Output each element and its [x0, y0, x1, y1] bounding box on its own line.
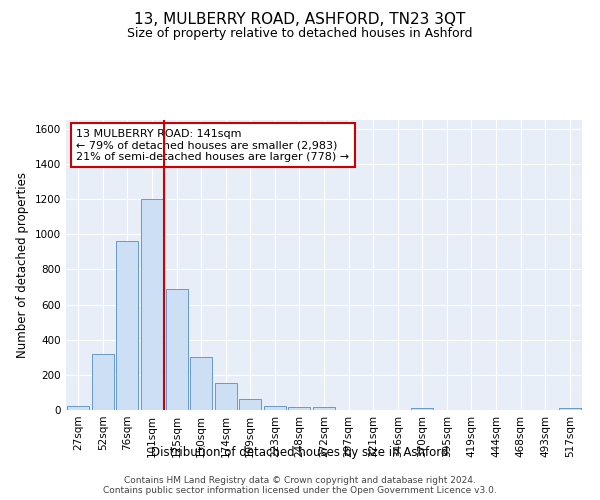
Bar — [559, 408, 581, 410]
Bar — [92, 354, 114, 410]
Y-axis label: Number of detached properties: Number of detached properties — [16, 172, 29, 358]
Bar — [166, 288, 188, 410]
Bar — [215, 383, 237, 410]
Text: 13, MULBERRY ROAD, ASHFORD, TN23 3QT: 13, MULBERRY ROAD, ASHFORD, TN23 3QT — [134, 12, 466, 28]
Bar — [289, 408, 310, 410]
Bar — [141, 199, 163, 410]
Text: Size of property relative to detached houses in Ashford: Size of property relative to detached ho… — [127, 28, 473, 40]
Text: Contains HM Land Registry data © Crown copyright and database right 2024.
Contai: Contains HM Land Registry data © Crown c… — [103, 476, 497, 495]
Text: Distribution of detached houses by size in Ashford: Distribution of detached houses by size … — [151, 446, 449, 459]
Bar — [313, 408, 335, 410]
Bar — [190, 358, 212, 410]
Bar — [264, 406, 286, 410]
Text: 13 MULBERRY ROAD: 141sqm
← 79% of detached houses are smaller (2,983)
21% of sem: 13 MULBERRY ROAD: 141sqm ← 79% of detach… — [76, 128, 349, 162]
Bar — [239, 398, 262, 410]
Bar — [411, 408, 433, 410]
Bar — [116, 242, 139, 410]
Bar — [67, 406, 89, 410]
